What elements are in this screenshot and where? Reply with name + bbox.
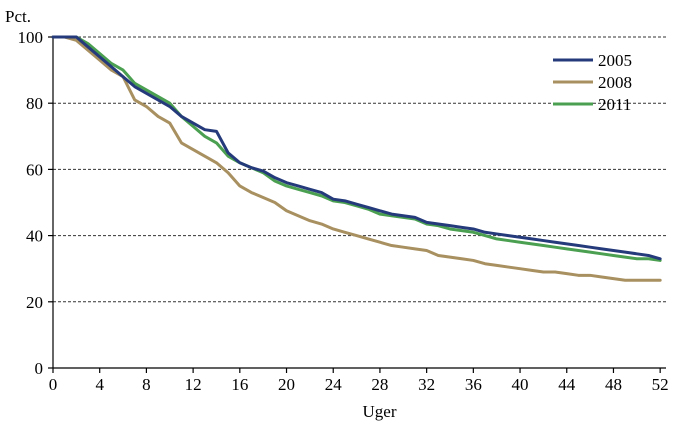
x-axis-ticks: 0 4 8 12 16 20 24 28 32 36 40 44 48 52 bbox=[49, 368, 669, 394]
x-tick-label: 48 bbox=[605, 375, 622, 394]
x-tick-label: 8 bbox=[142, 375, 151, 394]
series-line-2005 bbox=[51, 35, 662, 261]
x-tick-label: 36 bbox=[465, 375, 482, 394]
y-tick-label: 100 bbox=[18, 28, 44, 47]
legend-label-2005: 2005 bbox=[598, 51, 632, 70]
y-tick-label: 60 bbox=[26, 160, 43, 179]
x-tick-label: 44 bbox=[558, 375, 576, 394]
legend-label-2008: 2008 bbox=[598, 73, 632, 92]
x-tick-label: 0 bbox=[49, 375, 58, 394]
x-tick-label: 24 bbox=[325, 375, 343, 394]
y-tick-label: 40 bbox=[26, 227, 43, 246]
x-tick-label: 20 bbox=[278, 375, 295, 394]
legend: 2005 2008 2011 bbox=[553, 51, 632, 114]
axes bbox=[52, 37, 666, 369]
legend-label-2011: 2011 bbox=[598, 95, 631, 114]
y-tick-label: 0 bbox=[35, 359, 44, 378]
series-lines bbox=[51, 35, 662, 282]
x-tick-label: 32 bbox=[418, 375, 435, 394]
y-axis-label: Pct. bbox=[5, 7, 31, 26]
series-line-2011 bbox=[51, 35, 662, 262]
y-tick-label: 20 bbox=[26, 293, 43, 312]
y-axis-ticks: 0 20 40 60 80 100 bbox=[18, 28, 53, 378]
x-tick-label: 16 bbox=[231, 375, 248, 394]
x-axis-label: Uger bbox=[363, 402, 397, 421]
y-tick-label: 80 bbox=[26, 94, 43, 113]
x-tick-label: 4 bbox=[95, 375, 104, 394]
gridlines bbox=[53, 36, 666, 303]
x-tick-label: 28 bbox=[371, 375, 388, 394]
x-tick-label: 40 bbox=[512, 375, 529, 394]
series-line-2008 bbox=[51, 35, 662, 282]
x-tick-label: 12 bbox=[185, 375, 202, 394]
x-tick-label: 52 bbox=[652, 375, 669, 394]
